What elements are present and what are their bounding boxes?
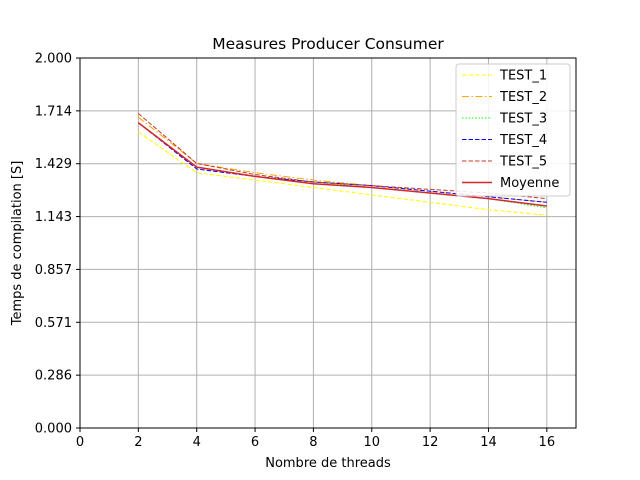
legend-label-test_1: TEST_1 [499, 69, 547, 84]
chart-title: Measures Producer Consumer [212, 35, 444, 53]
y-axis: 0.000 0.286 0.571 0.857 1.143 1.429 1.714 2.000 [35, 52, 80, 437]
legend-label-moyenne: Moyenne [500, 176, 559, 191]
x-tick-label: 16 [539, 435, 556, 450]
x-tick-label: 10 [363, 435, 380, 450]
x-tick-label: 8 [309, 435, 317, 450]
y-tick-label: 0.571 [35, 316, 72, 331]
y-tick-label: 0.286 [35, 369, 72, 384]
legend-label-test_2: TEST_2 [499, 90, 547, 105]
x-tick-label: 6 [251, 435, 259, 450]
x-tick-label: 4 [193, 435, 201, 450]
plot-frame [79, 57, 577, 429]
legend-label-test_3: TEST_3 [499, 112, 547, 127]
y-tick-label: 2.000 [35, 52, 72, 67]
x-axis-label: Nombre de threads [265, 456, 391, 471]
y-tick-label: 1.429 [35, 157, 72, 172]
series-line-test_1 [138, 131, 547, 216]
legend-label-test_4: TEST_4 [499, 133, 547, 148]
series-line-moyenne [137, 122, 547, 207]
legend-label-test_5: TEST_5 [499, 155, 547, 170]
y-tick-label: 1.714 [35, 104, 72, 119]
y-tick-label: 1.143 [35, 210, 72, 225]
x-tick-label: 14 [480, 435, 497, 450]
legend: TEST_1 TEST_2 TEST_3 TEST_4 TEST_5 Moyenne [455, 63, 571, 197]
y-axis-label: Temps de compilation [S] [10, 161, 25, 327]
y-tick-label: 0.000 [35, 422, 72, 437]
x-tick-label: 2 [134, 435, 142, 450]
x-tick-label: 0 [76, 435, 84, 450]
y-tick-label: 0.857 [35, 263, 72, 278]
x-tick-label: 12 [422, 435, 439, 450]
legend-box [455, 63, 571, 197]
x-axis: 0 2 4 6 8 10 12 14 16 [76, 428, 555, 450]
